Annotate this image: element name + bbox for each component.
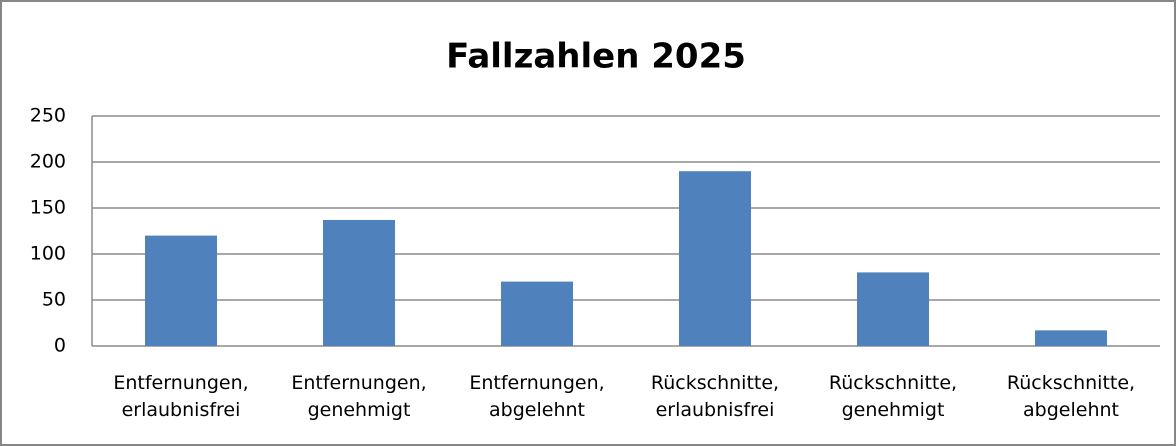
y-tick-label: 250 [30, 105, 66, 127]
y-tick-label: 200 [30, 151, 66, 173]
bar [323, 219, 395, 346]
y-tick-label: 100 [30, 243, 66, 265]
bar [857, 272, 929, 346]
bar [145, 235, 217, 346]
y-tick-label: 150 [30, 197, 66, 219]
x-tick-label: Rückschnitte, erlaubnisfrei [651, 372, 779, 421]
x-tick-label: Entfernungen, abgelehnt [469, 372, 604, 421]
bar [501, 281, 573, 346]
y-tick-label: 50 [42, 289, 66, 311]
chart-title: Fallzahlen 2025 [446, 37, 746, 77]
x-tick-label: Rückschnitte, genehmigt [829, 372, 957, 421]
y-tick-label: 0 [54, 335, 66, 357]
x-tick-label: Entfernungen, genehmigt [291, 372, 426, 421]
bar [679, 171, 751, 346]
bar [1035, 330, 1107, 346]
x-tick-label: Entfernungen, erlaubnisfrei [113, 372, 248, 421]
x-tick-label: Rückschnitte, abgelehnt [1007, 372, 1135, 421]
